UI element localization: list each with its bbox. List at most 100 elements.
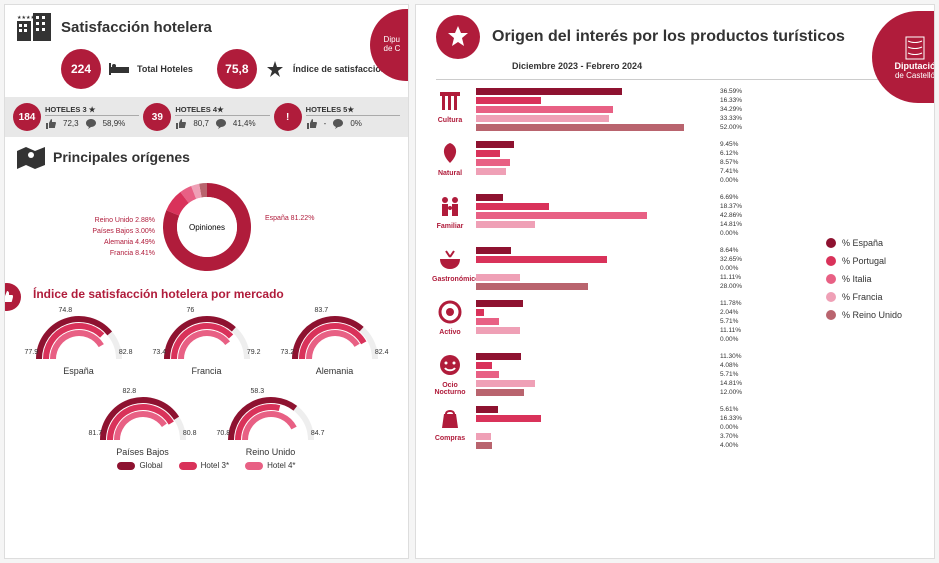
legend-label: % Francia (842, 292, 883, 302)
bar-value-label: 11.11% (720, 274, 741, 281)
right-subtitle: Diciembre 2023 - Febrero 2024 (436, 59, 914, 80)
donut-label: Francia 8.41% (65, 250, 155, 257)
bar-row: 12.00% (476, 389, 818, 396)
index-header: Índice de satisfacción hotelera por merc… (5, 283, 408, 305)
hotel-group-title: HOTELES 4★ (175, 105, 269, 116)
bar-row: 16.33% (476, 415, 818, 422)
bar-fill (476, 371, 499, 378)
bar-fill (476, 212, 647, 219)
gauge-svg (29, 309, 129, 365)
bar-value-label: 5.71% (720, 318, 738, 325)
product-group: Gastronómico 8.64% 32.65% 0.00% 11.11% 2… (432, 247, 818, 290)
bar-fill (476, 433, 491, 440)
gauge: 77.9 74.8 82.8 España (29, 309, 129, 376)
hotel-group-metrics: - 0% (306, 118, 400, 130)
bar-value-label: 5.71% (720, 371, 738, 378)
hotel-group-rating: 80,7 (193, 119, 209, 128)
total-hotels-stat: 224 Total Hoteles (61, 49, 193, 89)
bar-fill (476, 247, 511, 254)
bowl-icon (438, 247, 462, 271)
right-legend: % España% Portugal% Italia% Francia% Rei… (826, 88, 926, 449)
gauge-val-h3: 74.8 (59, 307, 73, 314)
legend-item: % Italia (826, 274, 926, 284)
legend-dot (826, 310, 836, 320)
bar-value-label: 18.37% (720, 203, 742, 210)
bar-fill (476, 168, 506, 175)
hotel-group-metrics: 72,3 58,9% (45, 118, 139, 130)
column-icon (438, 88, 462, 112)
bar-row: 36.59% (476, 88, 818, 95)
bar-value-label: 2.04% (720, 309, 738, 316)
bubble-icon (332, 118, 344, 130)
bar-row: 8.64% (476, 247, 818, 254)
gauge-val-global: 77.9 (25, 349, 39, 356)
bar-fill (476, 194, 503, 201)
bar-value-label: 11.11% (720, 327, 741, 334)
product-name: Compras (432, 435, 468, 442)
bar-fill (476, 256, 607, 263)
bar-value-label: 9.45% (720, 141, 738, 148)
bar-value-label: 11.30% (720, 353, 742, 360)
legend-item: Global (117, 461, 162, 470)
gauge-legend: GlobalHotel 3*Hotel 4* (5, 459, 408, 476)
hotel-group-title: HOTELES 5★ (306, 105, 400, 116)
gauge-val-h3: 82.8 (123, 388, 137, 395)
product-bars: 6.69% 18.37% 42.86% 14.81% 0.00% (476, 194, 818, 237)
product-bars: 11.30% 4.08% 5.71% 14.81% 12.00% (476, 353, 818, 396)
gauge-svg (93, 390, 193, 446)
right-header: Origen del interés por los productos tur… (416, 5, 934, 59)
bar-value-label: 16.33% (720, 415, 742, 422)
gauge: 73.4 76 79.2 Francia (157, 309, 257, 376)
gauge-val-global: 70.8 (217, 430, 231, 437)
family-icon (438, 194, 462, 218)
bar-row: 16.33% (476, 97, 818, 104)
product-icon-wrap: Compras (432, 406, 468, 442)
donut-svg: Opiniones (151, 171, 263, 283)
legend-label: % España (842, 238, 883, 248)
bar-row: 6.69% (476, 194, 818, 201)
bar-value-label: 52.00% (720, 124, 742, 131)
gauge: 81.7 82.8 80.8 Países Bajos (93, 390, 193, 457)
bar-row: 4.00% (476, 442, 818, 449)
bar-row: 32.65% (476, 256, 818, 263)
left-panel: Dipude C ★★★★ Satisfacción hotelera 224 … (4, 4, 409, 559)
bar-row: 5.71% (476, 371, 818, 378)
product-bars: 11.78% 2.04% 5.71% 11.11% 0.00% (476, 300, 818, 343)
bar-value-label: 8.57% (720, 159, 738, 166)
gauge-svg (285, 309, 385, 365)
bar-row: 0.00% (476, 424, 818, 431)
legend-dot (826, 256, 836, 266)
bar-fill (476, 159, 510, 166)
legend-item: % Reino Unido (826, 310, 926, 320)
bar-fill (476, 97, 541, 104)
hotel-group-reviews: 41,4% (233, 119, 256, 128)
bar-value-label: 6.69% (720, 194, 738, 201)
gauge-val-h3: 83.7 (315, 307, 329, 314)
gauge-name: Alemania (285, 366, 385, 376)
bar-row: 52.00% (476, 124, 818, 131)
bar-row: 18.37% (476, 203, 818, 210)
bar-row: 42.86% (476, 212, 818, 219)
product-name: Ocio Nocturno (432, 382, 468, 396)
gauge-name: Francia (157, 366, 257, 376)
hotel-group-rating: 72,3 (63, 119, 79, 128)
legend-label: % Italia (842, 274, 872, 284)
bar-row: 5.71% (476, 318, 818, 325)
gauge-val-h3: 76 (187, 307, 195, 314)
gauge: 73.2 83.7 82.4 Alemania (285, 309, 385, 376)
bar-fill (476, 124, 684, 131)
hotel-group-reviews: 58,9% (103, 119, 126, 128)
bar-value-label: 7.41% (720, 168, 738, 175)
bar-value-label: 14.81% (720, 380, 742, 387)
satisfaction-stats: 224 Total Hoteles 75,8 Índice de satisfa… (5, 45, 408, 97)
gauges-grid: 77.9 74.8 82.8 España 73.4 76 79.2 Franc… (5, 305, 408, 459)
legend-item: % Francia (826, 292, 926, 302)
donut-label: Países Bajos 3.00% (65, 228, 155, 235)
hotel-group-count: 184 (13, 103, 41, 131)
legend-item: % España (826, 238, 926, 248)
bar-row: 6.12% (476, 150, 818, 157)
bar-row: 11.11% (476, 327, 818, 334)
satisfaction-header: ★★★★ Satisfacción hotelera (5, 5, 408, 45)
bar-value-label: 4.08% (720, 362, 738, 369)
gauge-val-h4: 82.8 (119, 349, 133, 356)
